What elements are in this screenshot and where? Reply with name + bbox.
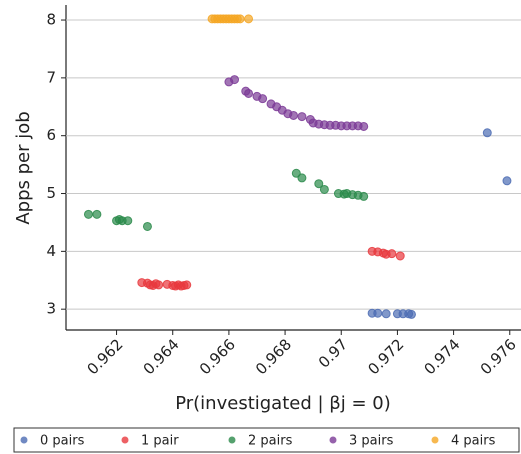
legend-box (13, 427, 520, 453)
legend-marker (329, 436, 337, 444)
x-tick-label: 0.966 (196, 335, 239, 378)
legend-marker (20, 436, 28, 444)
legend-marker (121, 436, 129, 444)
legend-label: 3 pairs (349, 434, 394, 449)
y-tick-label: 6 (46, 126, 56, 144)
y-tick-label: 8 (46, 11, 56, 29)
legend-label: 0 pairs (40, 434, 85, 449)
legend-marker (228, 436, 236, 444)
point (297, 173, 307, 183)
x-tick-label: 0.97 (315, 335, 351, 371)
y-tick-label: 3 (46, 300, 56, 318)
point (297, 112, 307, 122)
point (319, 184, 329, 194)
y-tick-label: 7 (46, 68, 56, 86)
point (182, 280, 192, 290)
x-tick-label: 0.976 (477, 335, 520, 378)
point (92, 209, 102, 219)
point (381, 309, 391, 319)
legend-label: 1 pair (141, 434, 179, 449)
point (482, 128, 492, 138)
point (258, 94, 268, 104)
point (373, 308, 383, 318)
x-tick-label: 0.968 (252, 335, 295, 378)
point (244, 14, 254, 24)
x-tick-label: 0.964 (140, 335, 183, 378)
point (502, 176, 512, 186)
point (244, 88, 254, 98)
x-axis-label: Pr(investigated | βj = 0) (175, 393, 391, 414)
point (154, 280, 164, 290)
point (230, 75, 240, 85)
point (83, 209, 93, 219)
legend-label: 4 pairs (451, 434, 496, 449)
y-tick-label: 5 (46, 184, 56, 202)
point (142, 221, 152, 231)
legend-label: 2 pairs (248, 434, 293, 449)
y-tick-label: 4 (46, 242, 56, 260)
x-tick-label: 0.972 (364, 335, 407, 378)
legend-marker (431, 436, 439, 444)
y-axis-label: Apps per job (13, 111, 34, 224)
point (387, 249, 397, 259)
point (359, 121, 369, 131)
point (123, 216, 133, 226)
point (395, 251, 405, 261)
point (406, 309, 416, 319)
point (289, 110, 298, 120)
x-tick-label: 0.962 (83, 335, 126, 378)
point (359, 191, 369, 201)
point (314, 179, 324, 189)
x-tick-label: 0.974 (421, 335, 464, 378)
point (235, 14, 245, 24)
